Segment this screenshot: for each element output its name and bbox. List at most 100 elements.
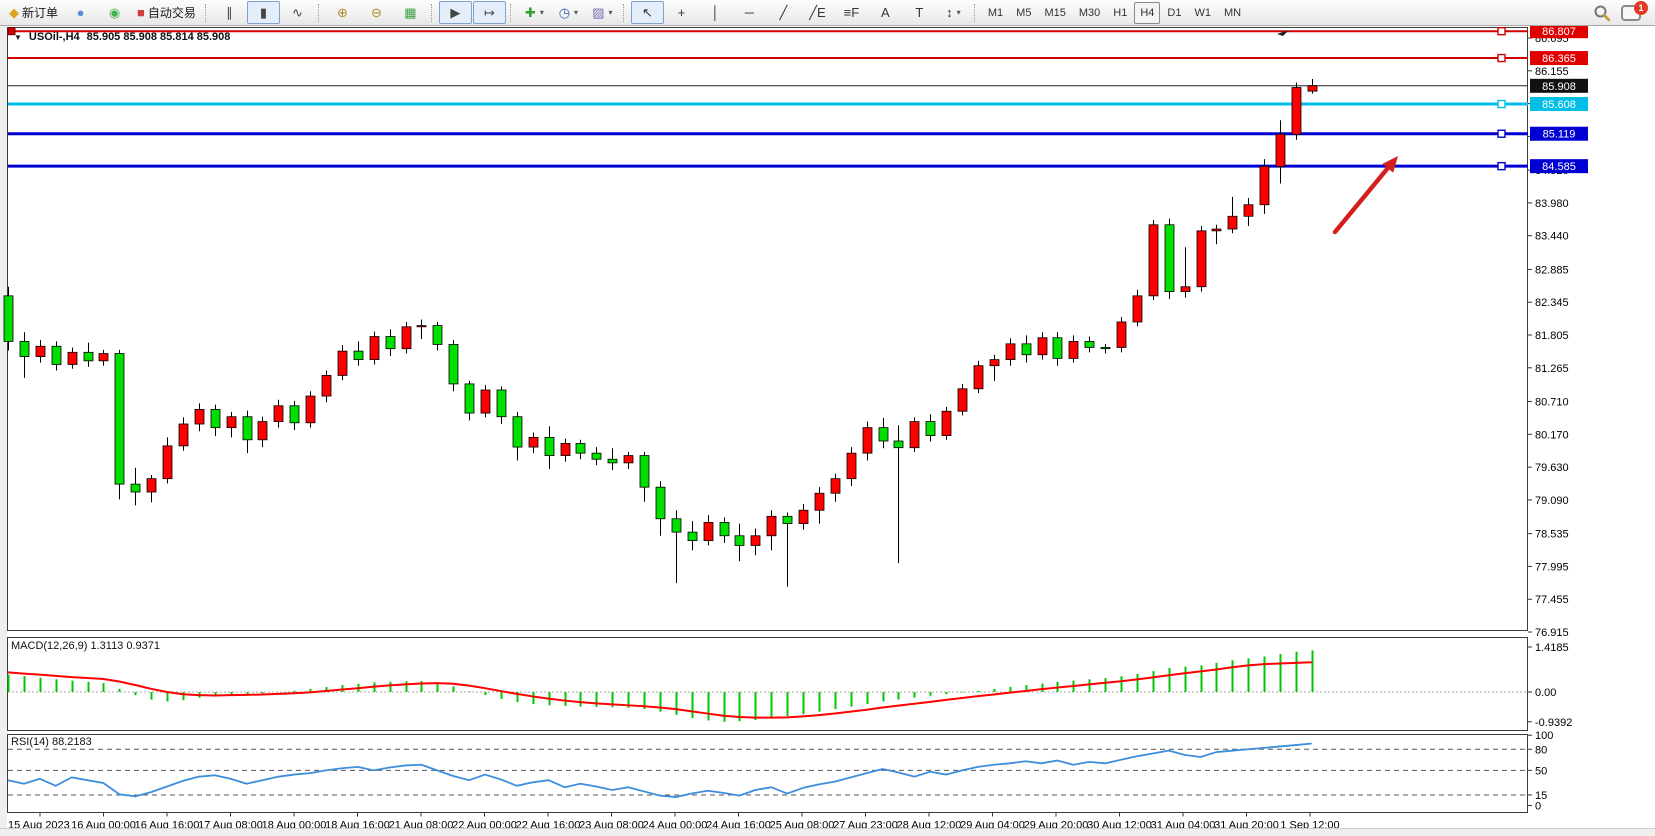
candle-body (1100, 347, 1111, 350)
arrows-button[interactable]: ↕ ▾ (937, 1, 970, 24)
candle-body (226, 416, 237, 429)
candle-body (1211, 228, 1222, 232)
vertical-line-icon: │ (711, 5, 720, 20)
rsi-pane[interactable] (7, 734, 1528, 813)
chart-title: ▼ USOil-,H4 85.905 85.908 85.814 85.908 (14, 31, 230, 43)
crosshair-icon: + (677, 5, 686, 20)
zoom-out-button[interactable]: ⊖ (360, 1, 393, 24)
candlestick-chart-icon: ▮ (259, 5, 267, 20)
arrow-head[interactable] (1382, 156, 1398, 173)
zoom-in-button[interactable]: ⊕ (326, 1, 359, 24)
timeframe-button-m5[interactable]: M5 (1016, 6, 1032, 19)
price-tick-label: 86.155 (1535, 66, 1569, 78)
timeframe-button-m15[interactable]: M15 (1044, 6, 1066, 19)
candle-body (671, 518, 682, 533)
price-badge-label: 85.608 (1542, 99, 1576, 111)
candle-body (1275, 133, 1286, 167)
chart-shift-button[interactable]: ↦ (472, 1, 506, 24)
search-icon[interactable] (1593, 4, 1611, 22)
horizontal-level-lines[interactable] (7, 26, 1528, 171)
candle-body (1227, 215, 1238, 230)
crosshair-button[interactable]: + (665, 1, 698, 24)
timeframe-button-h1[interactable]: H1 (1113, 6, 1128, 19)
arrow-shaft[interactable] (1332, 160, 1395, 235)
candle-body (750, 535, 761, 546)
level-line-handle[interactable] (1497, 99, 1506, 109)
periods-button[interactable]: ◷ ▾ (552, 1, 585, 24)
text-button[interactable]: A (869, 1, 902, 24)
line-chart-button[interactable]: ∿ (281, 1, 314, 24)
broadcast-icon-button[interactable]: ◉ (98, 1, 131, 24)
channel-button[interactable]: ╱E (801, 1, 834, 24)
templates-button[interactable]: ▨ ▾ (586, 1, 619, 24)
vertical-line-button[interactable]: │ (699, 1, 732, 24)
collapse-triangle-icon[interactable] (1277, 30, 1289, 36)
chart-profile-icon-button[interactable]: ● (64, 1, 97, 24)
tile-windows-button[interactable]: ▦ (394, 1, 427, 24)
line-chart-icon: ∿ (291, 5, 303, 20)
chart-menu-icon[interactable]: ▼ (14, 32, 22, 42)
autotrading-button[interactable]: ■ 自动交易 (132, 1, 201, 24)
candle-body (1037, 337, 1048, 356)
macd-pane[interactable] (7, 637, 1528, 731)
fibonacci-button[interactable]: ≡F (835, 1, 868, 24)
notifications-button[interactable]: 1 (1621, 0, 1648, 21)
candle-body (1068, 340, 1079, 359)
level-line-handle[interactable] (1497, 129, 1506, 138)
timeframe-button-w1[interactable]: W1 (1194, 6, 1211, 19)
price-badge-label: 86.365 (1542, 53, 1576, 65)
candle-body (1259, 166, 1270, 206)
toolbar-separator (509, 3, 514, 22)
candle-body (305, 395, 316, 424)
candle-body (782, 515, 793, 525)
rsi-scale-label: 15 (1535, 790, 1547, 802)
timeframe-button-m30[interactable]: M30 (1078, 6, 1101, 19)
indicators-icon: ✚ (524, 5, 536, 20)
price-tick-label: 78.535 (1535, 529, 1569, 541)
horizontal-line-button[interactable]: ─ (733, 1, 766, 24)
candlestick-chart-button[interactable]: ▮ (246, 1, 280, 24)
price-tick-label: 83.980 (1535, 198, 1569, 210)
level-line-handle[interactable] (1497, 26, 1506, 36)
candle-body (337, 350, 348, 376)
indicators-button[interactable]: ✚ ▾ (518, 1, 551, 24)
trendline-button[interactable]: ╱ (767, 1, 800, 24)
timeframe-button-m1[interactable]: M1 (987, 6, 1004, 19)
toolbar-right: 1 (1593, 0, 1651, 22)
timeframe-button-d1[interactable]: D1 (1167, 6, 1182, 19)
chevron-down-icon[interactable]: ▾ (608, 8, 613, 17)
candle-body (321, 375, 332, 397)
timeframe-button-h4[interactable]: H4 (1134, 1, 1161, 24)
candle-body (1196, 230, 1207, 288)
cursor-icon: ↖ (641, 5, 653, 20)
candle-body (1052, 337, 1063, 359)
level-line-anchor[interactable] (7, 27, 16, 36)
chart-profile-icon-icon: ● (76, 5, 85, 20)
cursor-button[interactable]: ↖ (630, 1, 664, 24)
candle-body (528, 436, 539, 448)
candle-body (51, 345, 62, 365)
price-badge-label: 85.908 (1542, 81, 1576, 93)
rsi-line (7, 742, 1312, 798)
price-badge (1530, 26, 1588, 39)
candle-body (512, 416, 523, 448)
bar-chart-button[interactable]: ∥ (213, 1, 246, 24)
arrow-annotation[interactable] (1332, 156, 1398, 235)
auto-scroll-button[interactable]: ▶ (438, 1, 472, 24)
chevron-down-icon[interactable]: ▾ (539, 8, 544, 17)
candle-body (257, 421, 268, 441)
level-line-handle[interactable] (1497, 161, 1506, 171)
chart-canvas[interactable]: 86.69586.15585.61585.07584.52083.98083.4… (0, 26, 1655, 836)
text-label-button[interactable]: T (903, 1, 936, 24)
candle-body (194, 409, 205, 425)
price-scale[interactable]: 86.69586.15585.61585.07584.52083.98083.4… (1528, 26, 1588, 813)
candle-body (19, 340, 30, 357)
level-line-handle[interactable] (1497, 53, 1506, 63)
chart-symbol-period: USOil-,H4 (28, 31, 80, 43)
chevron-down-icon[interactable]: ▾ (956, 8, 961, 17)
new-order-button[interactable]: ◆ 新订单 (4, 1, 63, 24)
price-badge (1530, 51, 1588, 66)
timeframe-button-mn[interactable]: MN (1223, 6, 1242, 19)
chevron-down-icon[interactable]: ▾ (574, 8, 579, 17)
candle-body (1307, 85, 1318, 92)
